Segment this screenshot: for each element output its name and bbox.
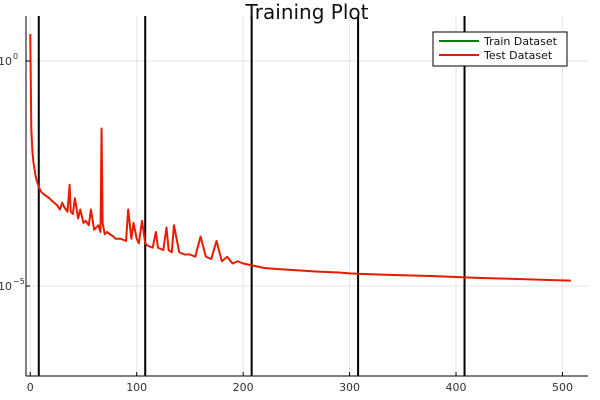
x-tick-label: 400 xyxy=(446,381,467,394)
y-tick-exponent: 0 xyxy=(13,52,18,61)
legend-label-test: Test Dataset xyxy=(483,49,553,62)
vertical-marker-lines xyxy=(37,16,466,376)
legend-box xyxy=(432,31,568,67)
series-line-test xyxy=(29,33,572,282)
x-tick-label: 200 xyxy=(233,381,254,394)
y-tick-label: 10 xyxy=(0,55,12,68)
y-tick-label: 10 xyxy=(0,280,12,293)
x-tick-label: 500 xyxy=(552,381,573,394)
series-lines xyxy=(29,33,572,282)
x-tick-label: 100 xyxy=(126,381,147,394)
axes xyxy=(25,16,588,377)
x-tick-label: 300 xyxy=(339,381,360,394)
legend: Train Dataset Test Dataset xyxy=(432,31,568,67)
y-tick-exponent: −5 xyxy=(13,277,25,286)
chart-title: Training Plot xyxy=(245,0,369,24)
x-tick-label: 0 xyxy=(27,381,34,394)
legend-label-train: Train Dataset xyxy=(483,35,558,48)
